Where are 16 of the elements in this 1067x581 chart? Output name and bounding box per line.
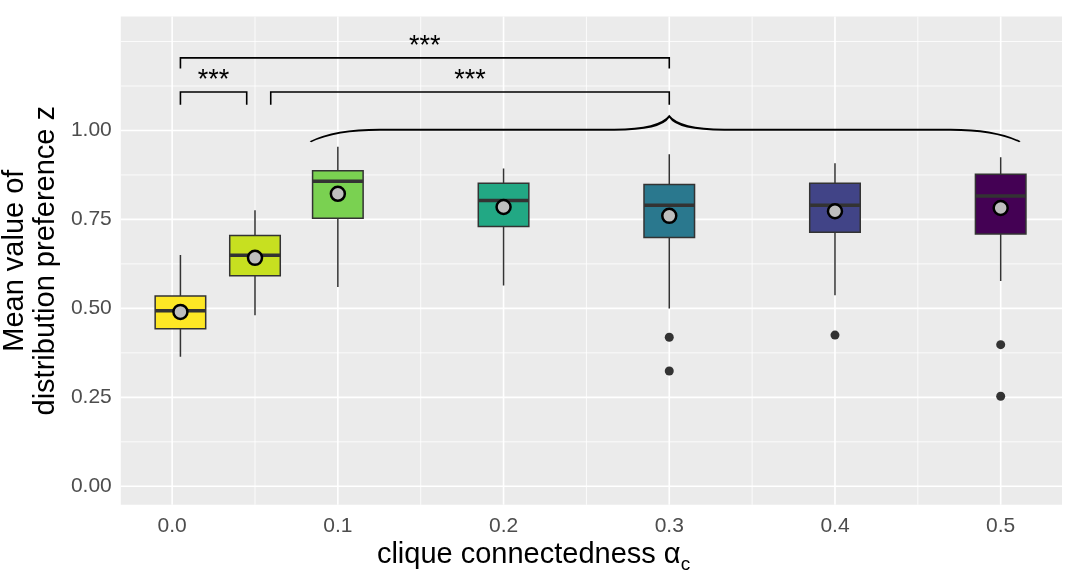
x-tick-label: 0.5 (986, 513, 1016, 537)
x-tick-label: 0.4 (820, 513, 850, 537)
y-tick-label: 0.50 (70, 295, 112, 319)
x-tick-label: 0.0 (157, 513, 187, 537)
y-tick-label: 0.75 (70, 206, 112, 230)
y-tick-label: 0.00 (70, 473, 112, 497)
y-tick-label: 0.25 (70, 384, 112, 408)
annotation: *** (454, 64, 487, 95)
y-axis-title: Mean value of distribution preference z (0, 105, 60, 416)
x-axis-title: clique connectedness α$_{c}$ (375, 537, 692, 575)
y-tick-label: 1.00 (70, 117, 112, 141)
x-tick-label: 0.3 (654, 513, 684, 537)
annotation: *** (197, 64, 230, 95)
x-tick-label: 0.1 (323, 513, 353, 537)
annotation: *** (409, 29, 442, 60)
x-tick-label: 0.2 (488, 513, 519, 537)
